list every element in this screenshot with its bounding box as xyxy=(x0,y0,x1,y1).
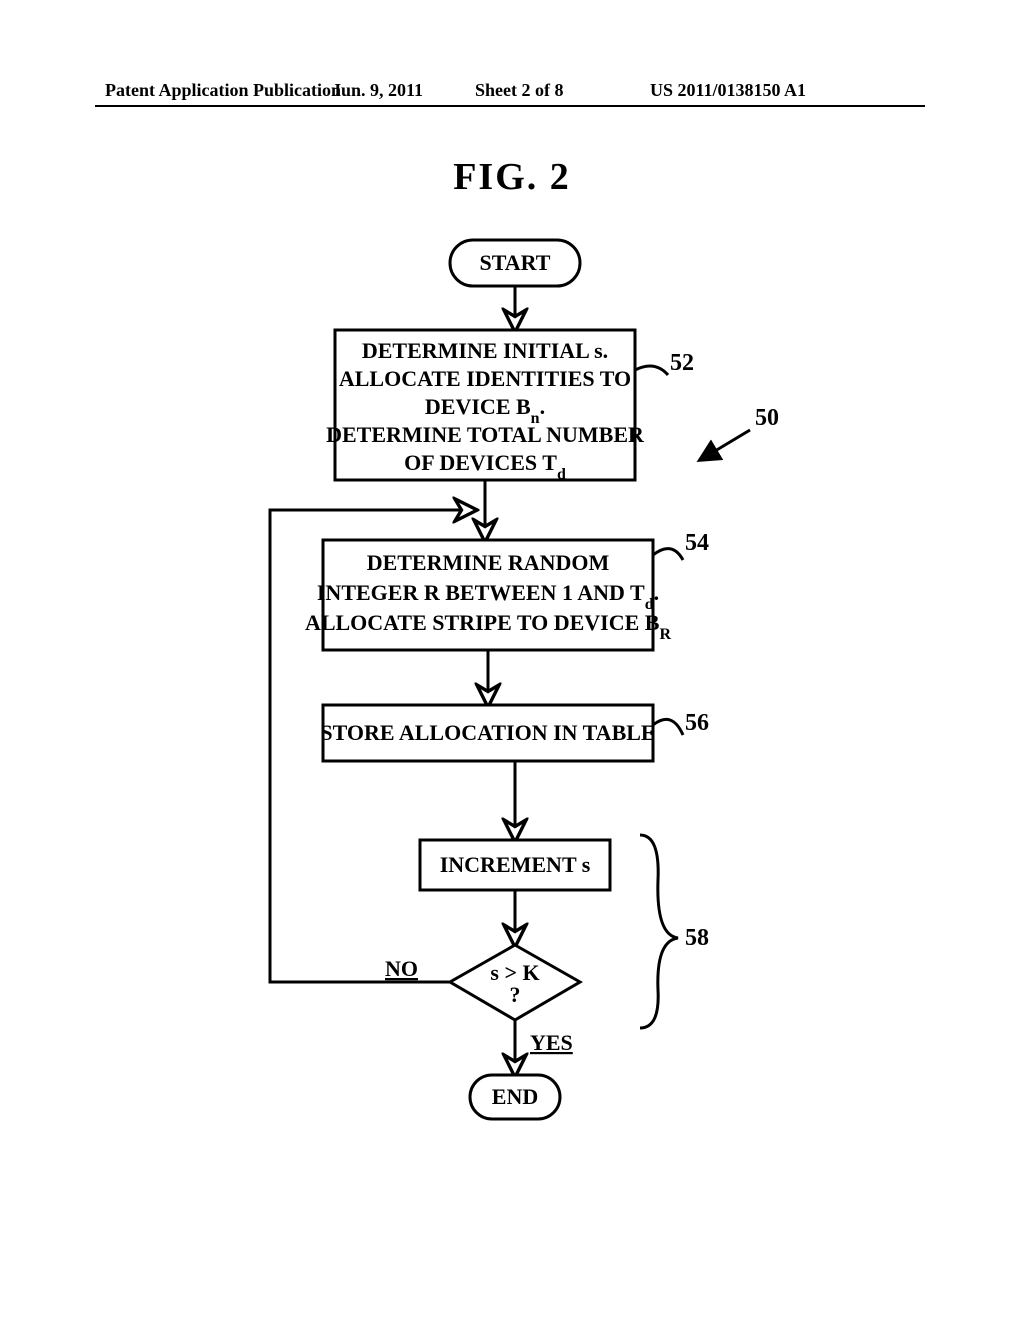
header-date: Jun. 9, 2011 xyxy=(332,80,423,101)
figure-title: FIG. 2 xyxy=(0,155,1024,199)
node-end: END xyxy=(470,1075,560,1119)
node-decision: s > K ? xyxy=(450,945,580,1020)
edge-label-no: NO xyxy=(385,956,418,981)
ref-56: 56 xyxy=(685,710,709,736)
header-docnum: US 2011/0138150 A1 xyxy=(650,80,806,101)
leader-54 xyxy=(653,549,683,560)
svg-text:DETERMINE RANDOM: DETERMINE RANDOM xyxy=(367,550,610,575)
leader-56 xyxy=(653,719,683,735)
header-sheet: Sheet 2 of 8 xyxy=(475,80,564,101)
node-start: START xyxy=(450,240,580,286)
svg-text:STORE ALLOCATION IN TABLE: STORE ALLOCATION IN TABLE xyxy=(320,720,655,745)
node-56: STORE ALLOCATION IN TABLE xyxy=(320,705,655,761)
svg-text:ALLOCATE IDENTITIES TO: ALLOCATE IDENTITIES TO xyxy=(339,366,631,391)
ref-50: 50 xyxy=(755,405,779,431)
header-pub: Patent Application Publication xyxy=(105,80,341,101)
node-54: DETERMINE RANDOM INTEGER R BETWEEN 1 AND… xyxy=(305,540,672,650)
start-label: START xyxy=(480,250,551,275)
svg-text:INCREMENT s: INCREMENT s xyxy=(440,852,591,877)
leader-52 xyxy=(635,366,668,375)
ref-54: 54 xyxy=(685,530,709,556)
node-increment: INCREMENT s xyxy=(420,840,610,890)
leader-50 xyxy=(700,430,750,460)
svg-text:DETERMINE INITIAL s.: DETERMINE INITIAL s. xyxy=(362,338,608,363)
flowchart-canvas: START DETERMINE INITIAL s. ALLOCATE IDEN… xyxy=(0,220,1024,1220)
edge-label-yes: YES xyxy=(530,1030,573,1055)
ref-58: 58 xyxy=(685,925,709,951)
brace-58 xyxy=(640,835,678,1028)
header-rule xyxy=(95,105,925,107)
svg-text:?: ? xyxy=(510,982,521,1007)
ref-52: 52 xyxy=(670,350,694,376)
node-52: DETERMINE INITIAL s. ALLOCATE IDENTITIES… xyxy=(326,330,645,483)
svg-text:DETERMINE TOTAL NUMBER: DETERMINE TOTAL NUMBER xyxy=(326,422,645,447)
end-label: END xyxy=(492,1084,538,1109)
